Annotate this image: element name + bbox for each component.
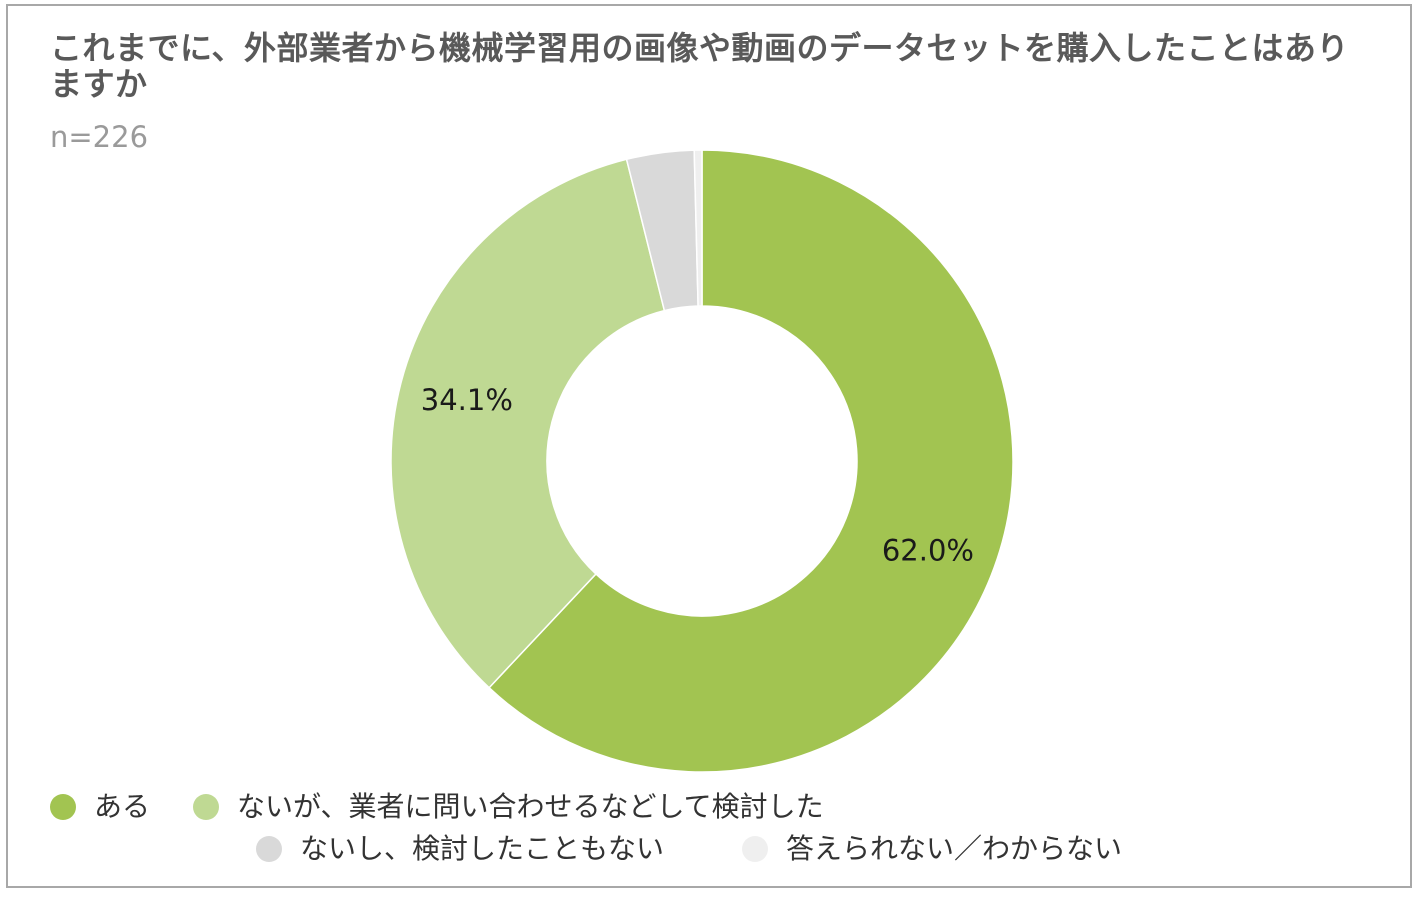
legend-item-considered: ないが、業者に問い合わせるなどして検討した: [193, 790, 824, 824]
legend-swatch-unknown: [742, 836, 768, 862]
legend-item-not-considered: ないし、検討したこともない: [256, 832, 664, 866]
legend-swatch-considered: [193, 794, 219, 820]
slice-considered: [390, 158, 666, 689]
slice-label-considered: 34.1%: [421, 383, 513, 417]
chart-title: これまでに、外部業者から機械学習用の画像や動画のデータセットを購入したことはあり…: [50, 29, 1350, 103]
legend-label-not-considered: ないし、検討したこともない: [300, 832, 665, 865]
legend-swatch-aru: [50, 794, 76, 820]
legend-label-unknown: 答えられない／わからない: [786, 832, 1123, 865]
legend-swatch-not-considered: [256, 836, 282, 862]
chart-subtitle: n=226: [50, 120, 149, 154]
slice-unknown: [693, 149, 703, 307]
legend-item-unknown: 答えられない／わからない: [742, 832, 1122, 866]
slice-aru: [488, 149, 1014, 773]
chart-legend: ある ないが、業者に問い合わせるなどして検討した ないし、検討したこともない 答…: [0, 790, 1422, 880]
slice-label-aru: 62.0%: [882, 533, 974, 567]
legend-label-aru: ある: [94, 790, 151, 823]
legend-item-aru: ある: [50, 790, 150, 824]
legend-label-considered: ないが、業者に問い合わせるなどして検討した: [237, 790, 824, 823]
